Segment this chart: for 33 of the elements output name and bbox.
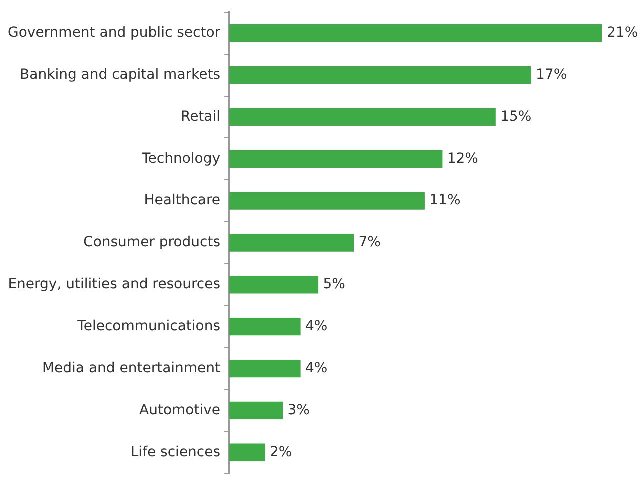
y-tick-label: Life sciences: [130, 444, 221, 460]
y-tick-label: Consumer products: [84, 234, 221, 251]
bar: [230, 444, 266, 462]
bar: [230, 318, 301, 336]
bar: [230, 360, 301, 378]
bar: [230, 402, 284, 420]
data-label: 21%: [607, 25, 638, 42]
bar: [230, 24, 602, 42]
bar: [230, 66, 532, 84]
data-label: 2%: [270, 444, 292, 460]
y-tick-label: Telecommunications: [76, 318, 221, 334]
y-tick-label: Retail: [180, 108, 221, 125]
data-label: 17%: [536, 66, 568, 83]
bar: [230, 234, 354, 252]
data-label: 4%: [305, 318, 328, 334]
bar: [230, 276, 319, 294]
y-tick-label: Energy, utilities and resources: [8, 276, 221, 293]
bar: [230, 192, 425, 210]
data-label: 4%: [305, 360, 328, 376]
y-tick-label: Government and public sector: [8, 25, 221, 42]
data-label: 5%: [323, 276, 346, 293]
data-label: 7%: [358, 234, 381, 251]
data-label: 12%: [447, 150, 478, 167]
y-tick-label: Technology: [141, 150, 221, 167]
y-tick-label: Banking and capital markets: [20, 66, 221, 83]
bar: [230, 150, 443, 168]
data-label: 11%: [430, 192, 461, 209]
y-tick-label: Healthcare: [144, 192, 221, 209]
y-tick-label: Media and entertainment: [42, 360, 222, 376]
data-label: 3%: [288, 402, 310, 418]
y-tick-label: Automotive: [140, 402, 221, 418]
bar: [230, 108, 496, 126]
data-label: 15%: [500, 108, 532, 125]
